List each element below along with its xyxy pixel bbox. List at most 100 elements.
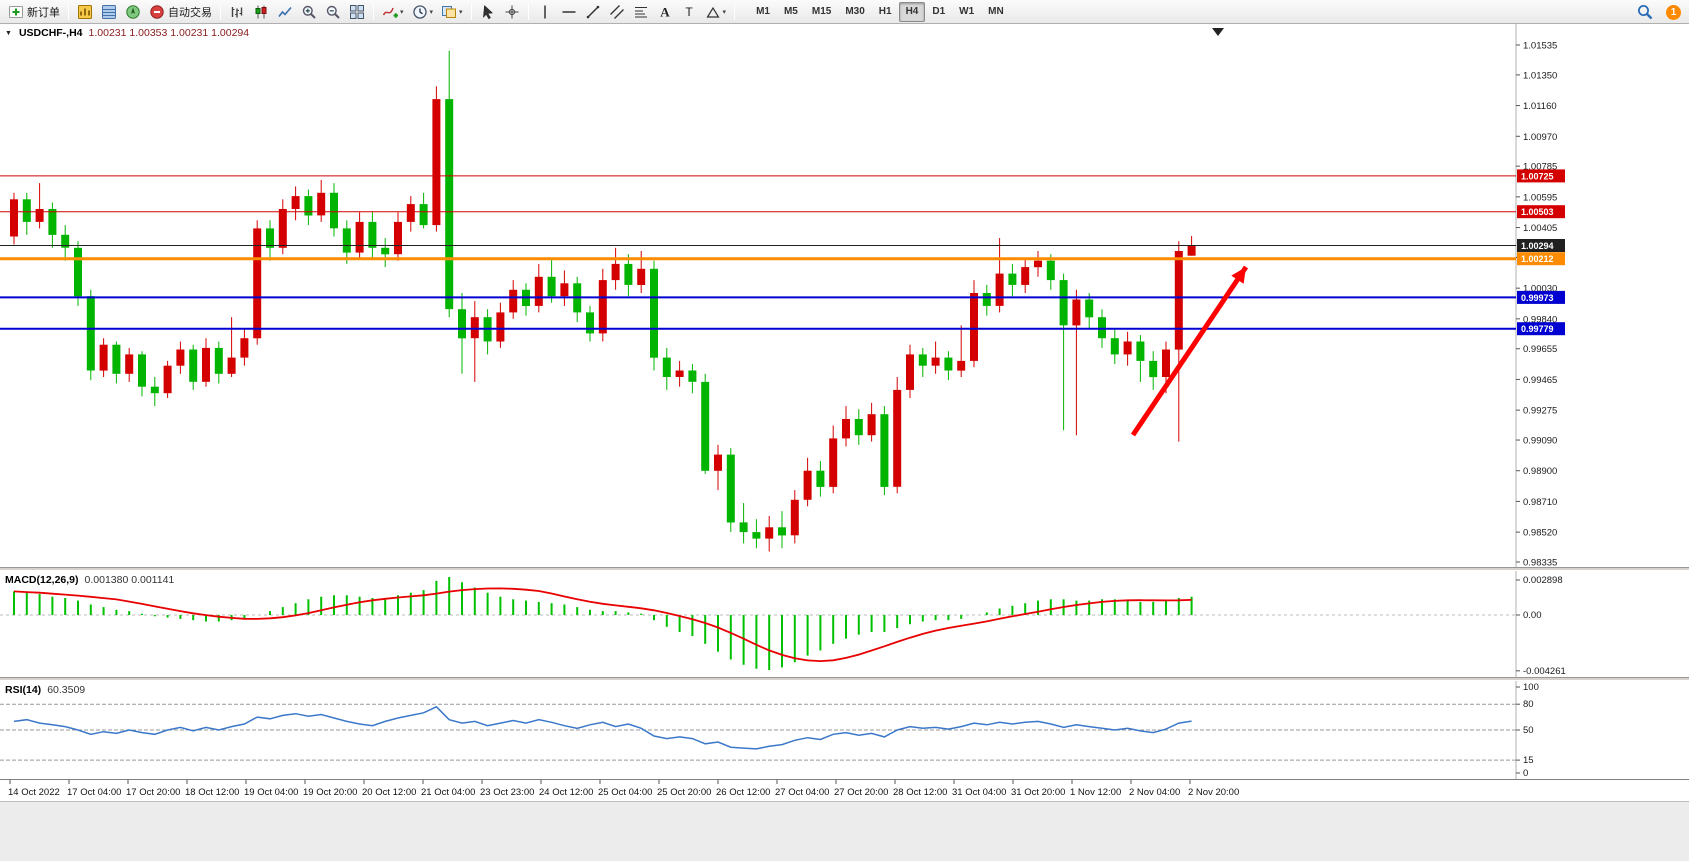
rsi-panel[interactable]: 100 80 50 15 0 RSI(14) 60.3509	[0, 681, 1689, 779]
svg-text:1.00405: 1.00405	[1523, 223, 1557, 234]
svg-text:20 Oct 12:00: 20 Oct 12:00	[362, 787, 416, 798]
crosshair-icon	[504, 4, 520, 20]
toolbar-separator	[220, 3, 221, 20]
tile-windows-button[interactable]	[345, 2, 369, 22]
svg-text:25 Oct 20:00: 25 Oct 20:00	[657, 787, 711, 798]
svg-text:A: A	[660, 4, 670, 19]
panel-splitter[interactable]	[0, 567, 1689, 571]
new-order-button[interactable]: 新订单	[4, 2, 64, 22]
svg-text:27 Oct 20:00: 27 Oct 20:00	[834, 787, 888, 798]
bar-chart-icon	[229, 4, 245, 20]
toolbar-separator	[373, 3, 374, 20]
text-button[interactable]: A	[653, 2, 677, 22]
svg-text:19 Oct 20:00: 19 Oct 20:00	[303, 787, 357, 798]
svg-text:18 Oct 12:00: 18 Oct 12:00	[185, 787, 239, 798]
svg-text:1.00785: 1.00785	[1523, 162, 1557, 173]
notification-badge[interactable]: 1	[1666, 4, 1681, 20]
svg-text:1.01160: 1.01160	[1523, 101, 1557, 112]
channel-button[interactable]	[605, 2, 629, 22]
price-badge	[1517, 322, 1565, 336]
data-window-button[interactable]	[97, 2, 121, 22]
hline-button[interactable]	[557, 2, 581, 22]
svg-text:19 Oct 04:00: 19 Oct 04:00	[244, 787, 298, 798]
rsi-plot[interactable]: 100 80 50 15 0	[0, 681, 1689, 779]
chart-shift-marker	[1212, 28, 1224, 36]
svg-text:80: 80	[1523, 699, 1534, 710]
templates-button[interactable]: ▾	[437, 2, 467, 22]
bar-chart-button[interactable]	[225, 2, 249, 22]
price-badge	[1517, 252, 1565, 266]
toolbar: 新订单 自动交易 ▾ ▾ ▾ A T ▾ M1 M5 M15 M30 H1 H4 D1 W1 MN 1	[0, 0, 1689, 24]
price-badge	[1517, 290, 1565, 304]
zoom-in-button[interactable]	[297, 2, 321, 22]
chevron-down-icon: ▾	[400, 8, 404, 16]
svg-text:1.00725: 1.00725	[1521, 171, 1554, 181]
timeframe-button-d1[interactable]: D1	[932, 6, 946, 17]
fibo-icon	[633, 4, 649, 20]
svg-text:-0.004261: -0.004261	[1523, 666, 1566, 677]
main-chart-panel[interactable]: 1.01535 1.01350 1.01160 1.00970 1.00785 1.005…	[0, 24, 1689, 567]
fibo-button[interactable]	[629, 2, 653, 22]
timeframe-button-m30[interactable]: M30	[845, 6, 865, 17]
timeframe-button-w1[interactable]: W1	[959, 6, 975, 17]
zoom-in-icon	[301, 4, 317, 20]
shapes-button[interactable]: ▾	[701, 2, 731, 22]
svg-text:24 Oct 12:00: 24 Oct 12:00	[539, 787, 593, 798]
svg-text:14 Oct 2022: 14 Oct 2022	[8, 787, 60, 798]
timeframe-button-h4[interactable]: H4	[898, 1, 926, 22]
channel-icon	[609, 4, 625, 20]
periods-icon	[412, 4, 428, 20]
svg-text:100: 100	[1523, 682, 1539, 693]
svg-text:17 Oct 04:00: 17 Oct 04:00	[67, 787, 121, 798]
time-axis[interactable]: 14 Oct 2022 17 Oct 04:00 17 Oct 20:00 18 Oc…	[0, 779, 1689, 801]
hline-icon	[561, 4, 577, 20]
macd-plot[interactable]: 0.002898 0.00 -0.004261	[0, 571, 1689, 677]
svg-text:1.00212: 1.00212	[1521, 254, 1554, 264]
periods-button[interactable]: ▾	[408, 2, 438, 22]
vline-button[interactable]	[533, 2, 557, 22]
zoom-out-button[interactable]	[321, 2, 345, 22]
autotrading-icon	[149, 4, 165, 20]
toolbar-separator	[470, 3, 472, 20]
svg-text:2 Nov 04:00: 2 Nov 04:00	[1129, 787, 1180, 798]
candle-chart-button[interactable]	[249, 2, 273, 22]
panel-splitter[interactable]	[0, 677, 1689, 681]
cursor-button[interactable]	[476, 2, 500, 22]
timeframe-button-m5[interactable]: M5	[783, 6, 798, 17]
candlestick-chart[interactable]: 1.01535 1.01350 1.01160 1.00970 1.00785 1.005…	[0, 24, 1689, 567]
search-button[interactable]	[1633, 2, 1657, 22]
timeframe-button-m1[interactable]: M1	[756, 6, 770, 17]
svg-text:1.01350: 1.01350	[1523, 70, 1557, 81]
timeframe-button-h1[interactable]: H1	[878, 6, 892, 17]
svg-text:23 Oct 23:00: 23 Oct 23:00	[480, 787, 534, 798]
vline-icon	[537, 4, 553, 20]
price-badge	[1517, 239, 1565, 252]
chevron-down-icon: ▾	[459, 8, 463, 16]
svg-text:1 Nov 12:00: 1 Nov 12:00	[1070, 787, 1121, 798]
timeframe-button-m15[interactable]: M15	[811, 6, 832, 17]
toolbar-separator	[527, 3, 529, 20]
svg-text:21 Oct 04:00: 21 Oct 04:00	[421, 787, 475, 798]
indicators-button[interactable]: ▾	[378, 2, 408, 22]
toolbar-right: 1	[1633, 0, 1681, 24]
macd-panel[interactable]: 0.002898 0.00 -0.004261 MACD(12,26,9) 0.00…	[0, 571, 1689, 677]
cursor-icon	[480, 4, 496, 20]
svg-text:25 Oct 04:00: 25 Oct 04:00	[598, 787, 652, 798]
crosshair-button[interactable]	[500, 2, 524, 22]
market-watch-button[interactable]	[73, 2, 97, 22]
navigator-icon	[125, 4, 141, 20]
autotrading-button[interactable]: 自动交易	[145, 2, 216, 22]
autotrading-button-label: 自动交易	[168, 6, 212, 19]
timeframe-button-mn[interactable]: MN	[988, 6, 1004, 17]
status-area	[0, 801, 1689, 861]
toolbar-separator	[734, 3, 736, 20]
chevron-down-icon: ▾	[429, 8, 434, 16]
line-chart-button[interactable]	[273, 2, 297, 22]
svg-text:1.00030: 1.00030	[1523, 284, 1557, 295]
navigator-button[interactable]	[121, 2, 145, 22]
new-order-button-label: 新订单	[27, 6, 60, 19]
label-button[interactable]: T	[677, 2, 701, 22]
trendline-button[interactable]	[581, 2, 605, 22]
text-icon: A	[657, 4, 673, 20]
